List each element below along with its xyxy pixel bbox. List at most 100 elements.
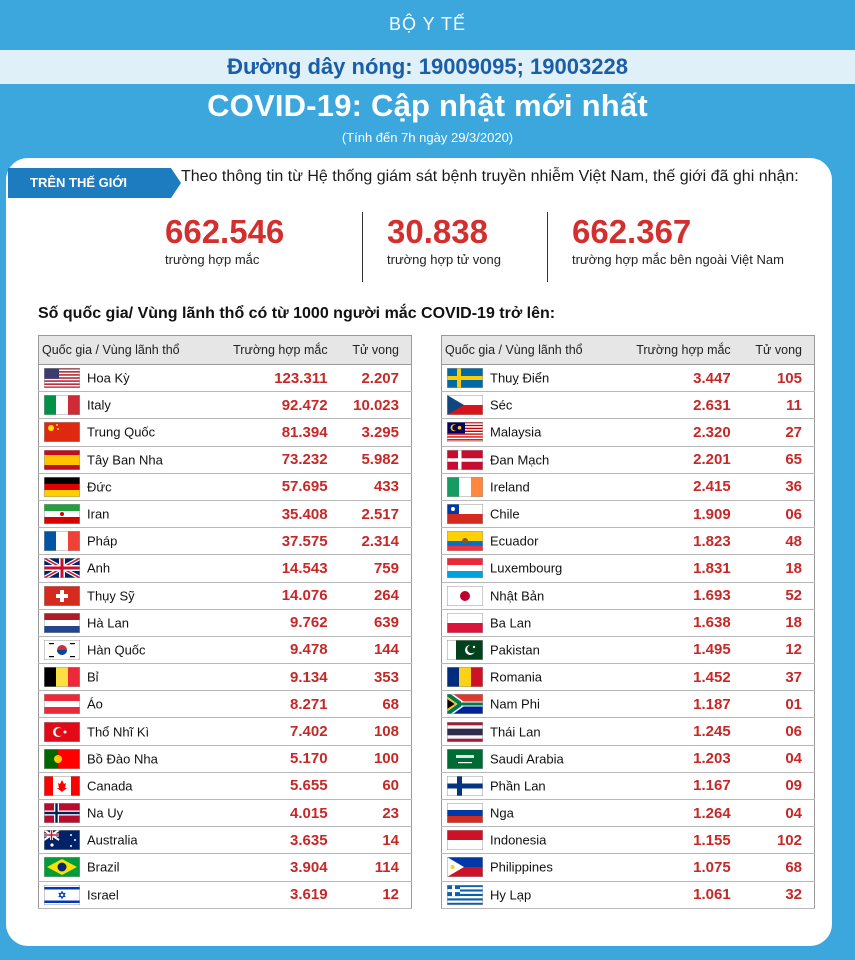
- deaths-cell: 06: [730, 717, 815, 746]
- deaths-cell: 5.982: [327, 446, 412, 474]
- country-cell: Chile: [441, 500, 631, 529]
- country-name: Hàn Quốc: [87, 642, 146, 658]
- cases-cell: 2.201: [630, 446, 731, 474]
- table-header-row: Quốc gia / Vùng lãnh thổ Trường hợp mắc …: [441, 335, 815, 365]
- spain-flag-icon: [44, 449, 80, 470]
- germany-flag-icon: [44, 476, 80, 497]
- country-table-right: Quốc gia / Vùng lãnh thổ Trường hợp mắc …: [441, 335, 815, 909]
- deaths-cell: 18: [730, 554, 815, 583]
- greece-flag-icon: [447, 884, 483, 905]
- table-row: Indonesia 1.155 102: [441, 826, 815, 855]
- japan-flag-icon: [447, 585, 483, 606]
- table-row: Áo 8.271 68: [38, 690, 412, 719]
- cases-cell: 5.655: [227, 772, 328, 801]
- list-title: Số quốc gia/ Vùng lãnh thổ có từ 1000 ng…: [38, 305, 556, 322]
- cases-cell: 1.823: [630, 527, 731, 556]
- cases-cell: 73.232: [227, 446, 328, 474]
- cases-cell: 1.167: [630, 772, 731, 801]
- deaths-cell: 11: [730, 391, 815, 420]
- country-name: Brazil: [87, 859, 120, 875]
- deaths-cell: 52: [730, 582, 815, 610]
- country-cell: Nam Phi: [441, 690, 631, 719]
- netherlands-flag-icon: [44, 612, 80, 633]
- poland-flag-icon: [447, 612, 483, 633]
- ecuador-flag-icon: [447, 531, 483, 552]
- country-cell: Bỉ: [38, 663, 228, 692]
- czech-flag-icon: [447, 395, 483, 416]
- cases-cell: 14.076: [227, 582, 328, 610]
- country-cell: Hoa Kỳ: [38, 364, 228, 393]
- country-cell: Ecuador: [441, 527, 631, 556]
- table-row: Phần Lan 1.167 09: [441, 772, 815, 801]
- cases-cell: 1.061: [630, 881, 731, 909]
- france-flag-icon: [44, 531, 80, 552]
- deaths-cell: 2.314: [327, 527, 412, 556]
- country-name: Séc: [490, 397, 513, 413]
- deaths-cell: 144: [327, 636, 412, 665]
- country-cell: Indonesia: [441, 826, 631, 855]
- country-name: Áo: [87, 696, 103, 712]
- thailand-flag-icon: [447, 721, 483, 742]
- country-cell: Phần Lan: [441, 772, 631, 801]
- table-row: Ecuador 1.823 48: [441, 527, 815, 556]
- cases-cell: 37.575: [227, 527, 328, 556]
- deaths-cell: 32: [730, 881, 815, 909]
- table-row: Luxembourg 1.831 18: [441, 554, 815, 583]
- country-cell: Nga: [441, 799, 631, 828]
- stat-deaths: 30.838 trường hợp tử vong: [387, 214, 501, 268]
- ireland-flag-icon: [447, 476, 483, 497]
- cases-cell: 81.394: [227, 418, 328, 447]
- country-cell: Hy Lạp: [441, 881, 631, 909]
- table-row: Ba Lan 1.638 18: [441, 609, 815, 637]
- cases-cell: 9.762: [227, 609, 328, 637]
- country-cell: Đức: [38, 473, 228, 501]
- country-name: Na Uy: [87, 805, 124, 821]
- cases-cell: 123.311: [227, 364, 328, 393]
- country-cell: Tây Ban Nha: [38, 446, 228, 474]
- luxembourg-flag-icon: [447, 558, 483, 579]
- cases-cell: 3.904: [227, 853, 328, 882]
- israel-flag-icon: [44, 884, 80, 905]
- divider: [362, 212, 363, 282]
- cases-cell: 57.695: [227, 473, 328, 501]
- cases-cell: 4.015: [227, 799, 328, 828]
- sweden-flag-icon: [447, 368, 483, 389]
- country-name: Hy Lạp: [490, 887, 532, 903]
- country-cell: Luxembourg: [441, 554, 631, 583]
- deaths-cell: 100: [327, 745, 412, 773]
- table-row: Hàn Quốc 9.478 144: [38, 636, 412, 665]
- country-name: Anh: [87, 560, 111, 576]
- country-cell: Thái Lan: [441, 717, 631, 746]
- table-row: Thổ Nhĩ Kì 7.402 108: [38, 717, 412, 746]
- saudi-arabia-flag-icon: [447, 748, 483, 769]
- deaths-cell: 2.207: [327, 364, 412, 393]
- cases-cell: 1.075: [630, 853, 731, 882]
- cases-cell: 1.203: [630, 745, 731, 773]
- cases-cell: 1.693: [630, 582, 731, 610]
- cases-cell: 5.170: [227, 745, 328, 773]
- cases-cell: 3.635: [227, 826, 328, 855]
- column-header-country: Quốc gia / Vùng lãnh thổ: [441, 335, 631, 365]
- country-table-left: Quốc gia / Vùng lãnh thổ Trường hợp mắc …: [38, 335, 412, 909]
- column-header-country: Quốc gia / Vùng lãnh thổ: [38, 335, 228, 365]
- table-row: Malaysia 2.320 27: [441, 418, 815, 447]
- deaths-cell: 04: [730, 799, 815, 828]
- deaths-cell: 65: [730, 446, 815, 474]
- column-header-cases: Trường hợp mắc: [630, 335, 731, 365]
- cases-cell: 3.619: [227, 881, 328, 909]
- cases-cell: 8.271: [227, 690, 328, 719]
- china-flag-icon: [44, 422, 80, 443]
- country-cell: Italy: [38, 391, 228, 420]
- table-row: Philippines 1.075 68: [441, 853, 815, 882]
- divider: [547, 212, 548, 282]
- column-header-deaths: Tử vong: [730, 335, 815, 365]
- uk-flag-icon: [44, 558, 80, 579]
- table-row: Trung Quốc 81.394 3.295: [38, 418, 412, 447]
- deaths-cell: 60: [327, 772, 412, 801]
- denmark-flag-icon: [447, 449, 483, 470]
- deaths-cell: 433: [327, 473, 412, 501]
- cases-cell: 1.638: [630, 609, 731, 637]
- country-name: Thuỵ Điển: [490, 370, 550, 386]
- table-row: Israel 3.619 12: [38, 881, 412, 909]
- turkey-flag-icon: [44, 721, 80, 742]
